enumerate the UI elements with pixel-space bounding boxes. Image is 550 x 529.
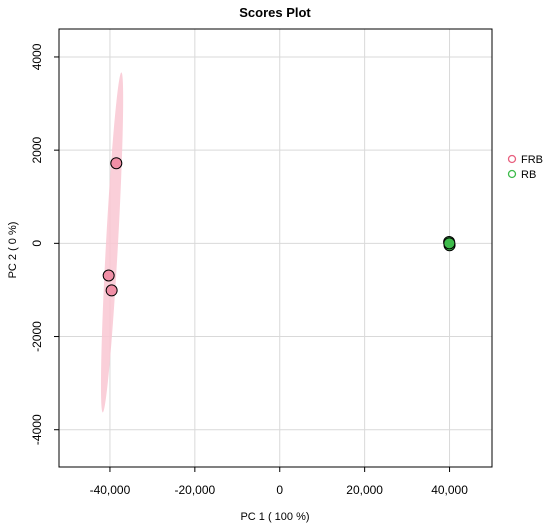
x-tick-label: 40,000 [431, 483, 468, 497]
score-point-frb [110, 157, 123, 170]
y-tick-label: 0 [30, 240, 44, 247]
y-tick-label: -2000 [30, 321, 44, 352]
grid-lines [59, 29, 492, 467]
legend-label-frb: FRB [521, 154, 543, 166]
y-axis-label: PC 2 ( 0 %) [7, 222, 19, 279]
x-tick-label: 0 [276, 483, 283, 497]
plot-frame [58, 28, 493, 468]
legend-marker-rb [507, 169, 517, 179]
x-tick-label: -40,000 [90, 483, 131, 497]
confidence-ellipses [100, 72, 124, 413]
x-tick-label: 20,000 [346, 483, 383, 497]
y-tick-label: -4000 [30, 414, 44, 445]
legend-label-rb: RB [521, 169, 536, 181]
score-point-frb [102, 269, 115, 282]
legend-marker-frb [507, 154, 517, 164]
legend: FRB RB [507, 154, 543, 181]
y-tick-label: 2000 [30, 136, 44, 163]
confidence-ellipse-frb [100, 72, 124, 413]
y-tick-label: 4000 [30, 43, 44, 70]
x-axis-label: PC 1 ( 100 %) [240, 511, 309, 523]
score-point-rb [443, 237, 456, 250]
x-tick-label: -20,000 [174, 483, 215, 497]
x-axis-ticks: -40,000 -20,000 0 20,000 40,000 [90, 467, 468, 497]
chart-title: Scores Plot [239, 5, 311, 20]
score-point-frb [105, 284, 118, 297]
score-points [102, 157, 456, 297]
y-axis-ticks: -4000 -2000 0 2000 4000 [30, 43, 59, 445]
